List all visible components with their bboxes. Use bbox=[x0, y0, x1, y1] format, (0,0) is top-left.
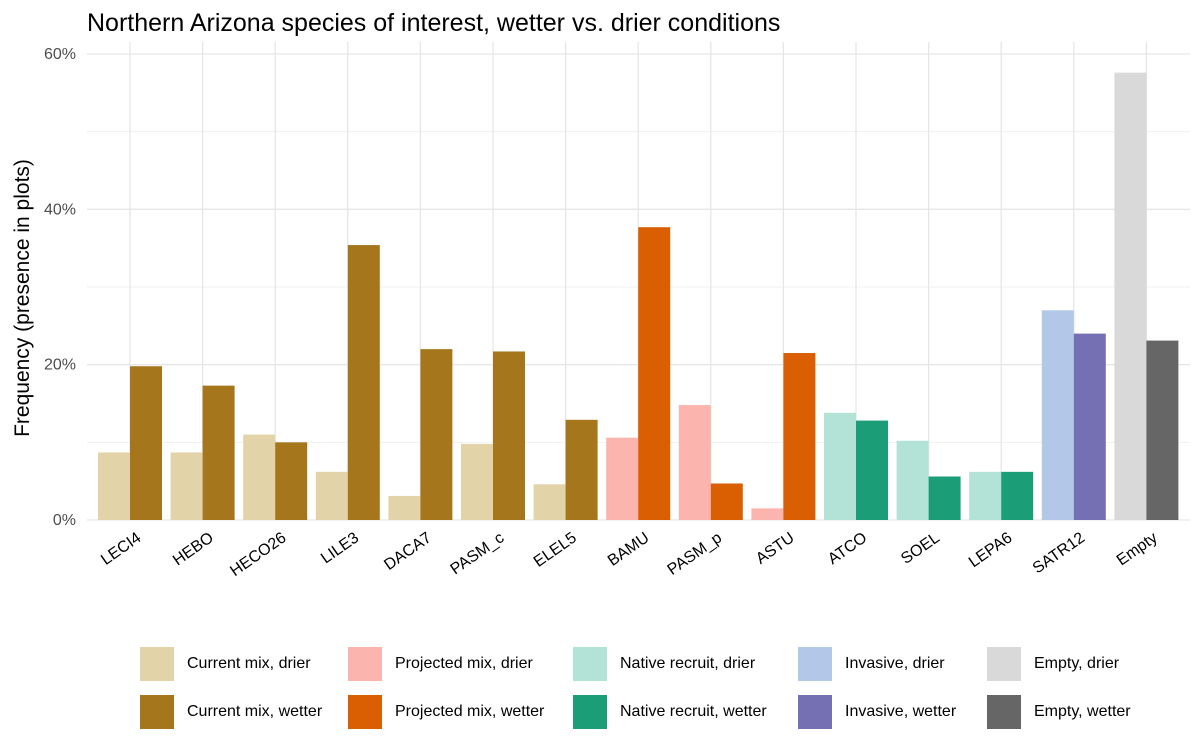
legend-item: Invasive, drier bbox=[798, 646, 945, 682]
x-tick-label-leci4: LECI4 bbox=[98, 529, 144, 568]
legend-label: Current mix, drier bbox=[187, 655, 311, 672]
legend-item: Empty, drier bbox=[987, 646, 1119, 682]
legend-swatch bbox=[987, 647, 1021, 681]
bar-pasm_c-drier bbox=[461, 443, 493, 520]
y-tick-label: 20% bbox=[44, 357, 76, 374]
bar-hebo-drier bbox=[170, 452, 203, 520]
x-axis-ticks: LECI4 HEBO HECO26 LILE3 DACA7 PASM_c ELEL5 BAMU… bbox=[98, 529, 1161, 580]
bar-bamu-drier bbox=[606, 437, 639, 520]
legend-item: Empty, wetter bbox=[987, 694, 1131, 730]
legend-swatch bbox=[798, 647, 832, 681]
bar-daca7-drier bbox=[388, 495, 421, 520]
bar-satr12-drier bbox=[1041, 310, 1074, 520]
x-tick-label-pasm_p: PASM_p bbox=[665, 529, 726, 579]
bar-astu-wetter bbox=[783, 353, 816, 520]
legend-item: Current mix, wetter bbox=[140, 694, 322, 730]
legend-item: Current mix, drier bbox=[140, 646, 311, 682]
bar-elel5-drier bbox=[533, 484, 566, 520]
legend-item: Projected mix, drier bbox=[348, 646, 533, 682]
bar-empty-drier bbox=[1114, 72, 1147, 520]
y-tick-label: 40% bbox=[44, 201, 76, 218]
bar-lepa6-wetter bbox=[1001, 471, 1034, 520]
bars-layer bbox=[98, 72, 1179, 521]
legend-label: Empty, wetter bbox=[1034, 703, 1131, 720]
chart-title: Northern Arizona species of interest, we… bbox=[87, 9, 781, 37]
bar-lepa6-drier bbox=[969, 471, 1002, 520]
bar-pasm_p-drier bbox=[678, 405, 711, 520]
bar-soel-drier bbox=[896, 440, 929, 520]
bar-lile3-wetter bbox=[347, 245, 380, 520]
bar-atco-wetter bbox=[856, 420, 888, 520]
legend-label: Empty, drier bbox=[1034, 655, 1120, 672]
legend-swatch bbox=[348, 695, 382, 729]
legend-item: Invasive, wetter bbox=[798, 694, 956, 730]
bar-astu-drier bbox=[751, 508, 784, 520]
x-tick-label-soel: SOEL bbox=[898, 529, 943, 567]
bar-soel-wetter bbox=[928, 476, 961, 520]
bar-chart: 0% 20% 40% 60% LECI4 HEBO HECO26 LILE3 DACA7 PAS… bbox=[11, 42, 1190, 580]
legend-swatch bbox=[573, 695, 607, 729]
x-tick-label-lepa6: LEPA6 bbox=[966, 529, 1016, 571]
x-tick-label-lile3: LILE3 bbox=[318, 529, 362, 567]
y-axis-ticks: 0% 20% 40% 60% bbox=[44, 46, 76, 529]
legend-label: Invasive, wetter bbox=[845, 703, 957, 720]
legend-swatch bbox=[987, 695, 1021, 729]
x-tick-label-bamu: BAMU bbox=[605, 529, 653, 569]
y-tick-label: 60% bbox=[44, 46, 76, 63]
legend-label: Invasive, drier bbox=[845, 655, 945, 672]
bar-hebo-wetter bbox=[202, 385, 235, 520]
x-tick-label-satr12: SATR12 bbox=[1030, 529, 1088, 577]
legend-item: Native recruit, drier bbox=[573, 646, 755, 682]
legend-label: Native recruit, drier bbox=[620, 655, 756, 672]
bar-leci4-drier bbox=[98, 452, 130, 520]
x-tick-label-hebo: HEBO bbox=[170, 529, 217, 569]
bar-elel5-wetter bbox=[565, 419, 598, 520]
legend-swatch bbox=[140, 647, 174, 681]
legend: Current mix, drier Current mix, wetter Pro… bbox=[140, 646, 1180, 738]
legend-label: Projected mix, wetter bbox=[395, 703, 545, 720]
legend-label: Native recruit, wetter bbox=[620, 703, 767, 720]
bar-empty-wetter bbox=[1146, 340, 1179, 520]
bar-heco26-drier bbox=[243, 434, 276, 520]
legend-swatch bbox=[348, 647, 382, 681]
legend-item: Native recruit, wetter bbox=[573, 694, 767, 730]
bar-heco26-wetter bbox=[275, 442, 308, 520]
bar-pasm_p-wetter bbox=[710, 483, 743, 520]
y-axis-label: Frequency (presence in plots) bbox=[11, 159, 34, 437]
bar-atco-drier bbox=[824, 412, 856, 520]
legend-swatch bbox=[798, 695, 832, 729]
x-tick-label-elel5: ELEL5 bbox=[531, 529, 580, 571]
x-tick-label-daca7: DACA7 bbox=[381, 529, 435, 574]
x-tick-label-atco: ATCO bbox=[825, 529, 870, 568]
legend-swatch bbox=[573, 647, 607, 681]
legend-swatch bbox=[140, 695, 174, 729]
legend-label: Current mix, wetter bbox=[187, 703, 323, 720]
bar-pasm_c-wetter bbox=[493, 351, 525, 520]
bar-lile3-drier bbox=[315, 471, 348, 520]
bar-bamu-wetter bbox=[638, 227, 671, 521]
x-tick-label-astu: ASTU bbox=[753, 529, 798, 567]
x-tick-label-pasm_c: PASM_c bbox=[448, 529, 508, 578]
legend-item: Projected mix, wetter bbox=[348, 694, 544, 730]
x-tick-label-empty: Empty bbox=[1114, 529, 1161, 569]
bar-daca7-wetter bbox=[420, 349, 453, 520]
legend-label: Projected mix, drier bbox=[395, 655, 533, 672]
bar-satr12-wetter bbox=[1073, 333, 1106, 520]
x-tick-label-heco26: HECO26 bbox=[227, 529, 289, 580]
bar-leci4-wetter bbox=[130, 366, 162, 520]
y-tick-label: 0% bbox=[53, 512, 76, 529]
